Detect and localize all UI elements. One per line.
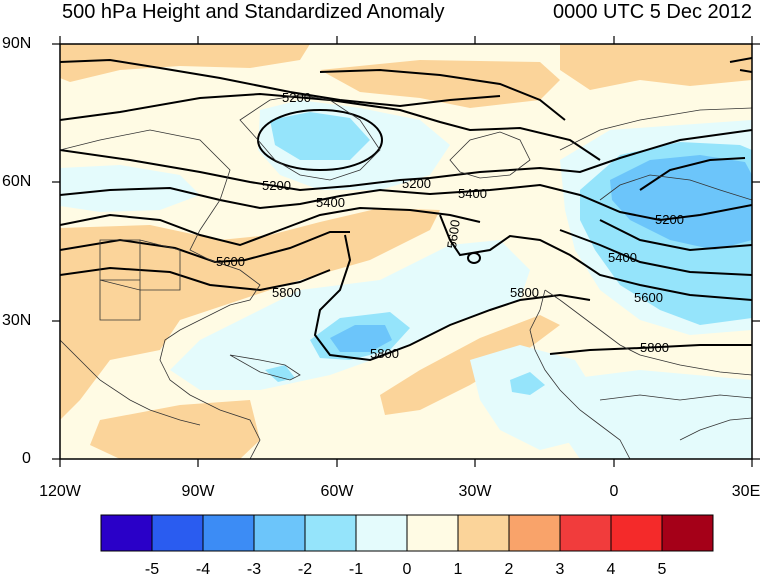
colorbar: [100, 514, 714, 552]
lon-label-30w: 30W: [458, 483, 492, 500]
contour-label: 5200: [655, 212, 684, 227]
lon-label-90w: 90W: [181, 483, 215, 500]
map-title: 500 hPa Height and Standardized Anomaly: [62, 1, 445, 23]
colorbar-swatch: [151, 514, 204, 552]
colorbar-label: -4: [195, 561, 211, 578]
colorbar-swatch: [508, 514, 561, 552]
strong-negative-anomaly-regions: [330, 155, 752, 352]
lon-label-60w: 60W: [320, 483, 354, 500]
contour-label: 5600: [634, 290, 663, 305]
lat-label-equator: 0: [22, 450, 31, 467]
axis-ticks: [52, 36, 760, 467]
colorbar-label: 4: [606, 561, 616, 578]
colorbar-label: -5: [144, 561, 160, 578]
contour-label-group: 5200 5200 5200 5200 5400 5400 5400 5600 …: [216, 90, 684, 361]
lat-label-30n: 30N: [2, 312, 32, 329]
colorbar-swatch: [355, 514, 408, 552]
contour-label: 5800: [640, 340, 669, 355]
contour-label: 5200: [282, 90, 311, 105]
colorbar-swatch: [100, 514, 153, 552]
colorbar-swatch: [253, 514, 306, 552]
contour-label: 5200: [262, 178, 291, 193]
contour-label: 5600: [444, 219, 463, 250]
colorbar-swatch: [202, 514, 255, 552]
lon-label-0: 0: [609, 483, 619, 500]
colorbar-swatch: [661, 514, 714, 552]
lat-label-90n: 90N: [2, 35, 32, 52]
contour-label: 5800: [370, 346, 399, 361]
colorbar-swatch: [304, 514, 357, 552]
colorbar-label: -1: [348, 561, 364, 578]
colorbar-swatch: [610, 514, 663, 552]
colorbar-swatch: [457, 514, 510, 552]
lat-label-60n: 60N: [2, 173, 32, 190]
contour-label: 5800: [510, 285, 539, 300]
coastlines: [60, 94, 752, 459]
colorbar-label: 2: [504, 561, 514, 578]
colorbar-label: 0: [402, 561, 412, 578]
map-frame: [59, 43, 753, 460]
colorbar-label: -2: [297, 561, 313, 578]
colorbar-label: 5: [657, 561, 667, 578]
contour-label: 5400: [608, 250, 637, 265]
contour-label: 5800: [272, 285, 301, 300]
contour-label: 5400: [458, 186, 487, 201]
colorbar-label: -3: [246, 561, 262, 578]
colorbar-swatch: [406, 514, 459, 552]
colorbar-label: 1: [453, 561, 463, 578]
height-contours: [60, 57, 752, 362]
colorbar-swatch: [559, 514, 612, 552]
contour-label: 5600: [216, 254, 245, 269]
contour-label: 5400: [316, 195, 345, 210]
lon-label-120w: 120W: [39, 483, 81, 500]
colorbar-label: 3: [555, 561, 565, 578]
contour-label: 5200: [402, 176, 431, 191]
lon-label-30e: 30E: [731, 483, 761, 500]
map-timestamp: 0000 UTC 5 Dec 2012: [552, 1, 752, 23]
